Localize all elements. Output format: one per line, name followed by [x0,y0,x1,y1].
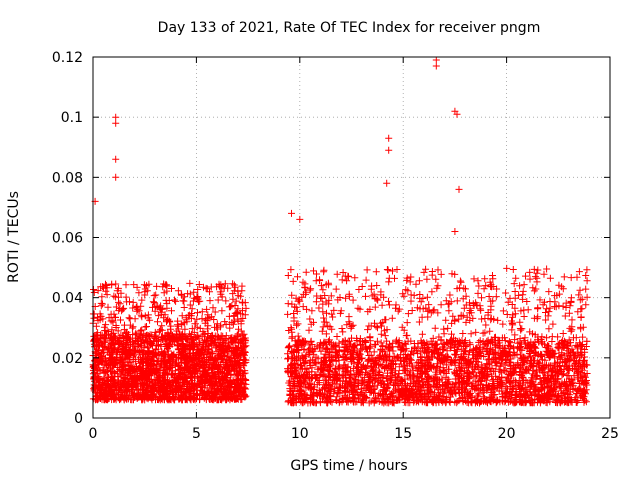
y-tick-label: 0.08 [52,170,83,186]
axis-ticks: 0 5 10 15 20 25 0 0.02 0.04 0.06 0.08 0.1 0.12 [52,50,619,442]
y-tick-label: 0.12 [52,50,83,66]
y-tick-label: 0 [74,411,83,427]
x-axis-label: GPS time / hours [290,458,407,474]
x-tick-label: 15 [394,426,412,442]
chart-title: Day 133 of 2021, Rate Of TEC Index for r… [158,20,541,36]
x-tick-label: 5 [192,426,201,442]
x-tick-label: 25 [601,426,619,442]
y-axis-label: ROTI / TECUs [6,191,22,283]
x-tick-label: 0 [89,426,98,442]
y-tick-label: 0.06 [52,231,83,247]
y-tick-label: 0.04 [52,291,83,307]
x-tick-label: 20 [498,426,516,442]
data-points [89,56,591,407]
y-tick-label: 0.1 [61,110,83,126]
roti-plus-markers [89,56,591,407]
y-tick-label: 0.02 [52,351,83,367]
x-tick-label: 10 [291,426,309,442]
